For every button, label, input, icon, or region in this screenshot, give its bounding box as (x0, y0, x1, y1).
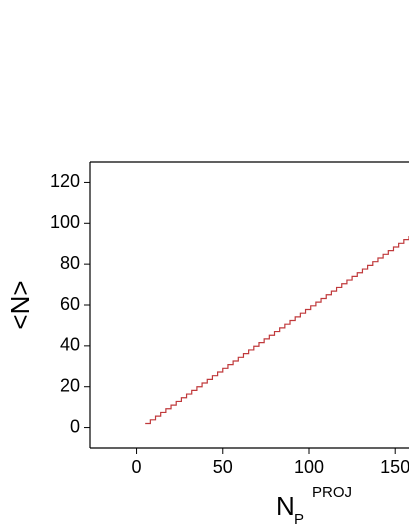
x-tick-label: 100 (294, 457, 324, 477)
y-tick-label: 100 (50, 212, 80, 232)
y-tick-label: 120 (50, 171, 80, 191)
x-tick-label: 0 (132, 457, 142, 477)
x-axis-label: N (276, 491, 295, 521)
x-axis-label-sup: PROJ (312, 484, 352, 501)
x-axis-label-sub: P (294, 511, 304, 528)
y-axis-label: <N> (5, 280, 35, 329)
y-tick-label: 20 (60, 375, 80, 395)
y-tick-label: 80 (60, 253, 80, 273)
y-tick-label: 40 (60, 335, 80, 355)
step-line (145, 235, 409, 425)
y-tick-label: 60 (60, 294, 80, 314)
y-tick-label: 0 (70, 416, 80, 436)
x-tick-label: 50 (213, 457, 233, 477)
x-tick-label: 150 (380, 457, 409, 477)
